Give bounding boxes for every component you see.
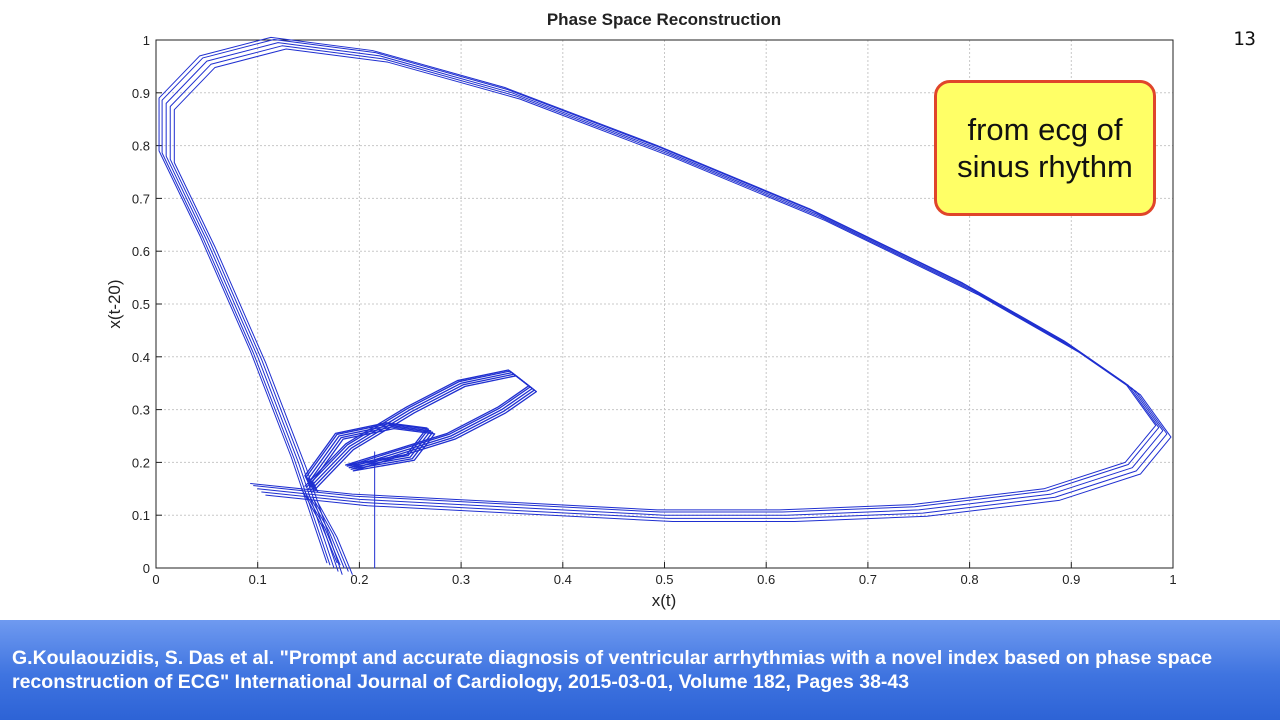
- series-line-0: [158, 36, 1157, 564]
- x-tick-label: 0.1: [249, 572, 267, 587]
- series-line-1: [309, 373, 535, 492]
- x-tick-label: 1: [1169, 572, 1176, 587]
- y-tick-label: 0.8: [132, 139, 150, 154]
- series-line-1: [307, 371, 533, 490]
- x-tick-label: 0.5: [655, 572, 673, 587]
- x-tick-label: 0.4: [554, 572, 572, 587]
- series-line-1: [305, 370, 531, 488]
- series-line-0: [169, 45, 1168, 572]
- y-tick-label: 0.9: [132, 86, 150, 101]
- y-tick-label: 0: [143, 561, 150, 576]
- x-tick-label: 0.7: [859, 572, 877, 587]
- phase-space-chart: Phase Space Reconstruction 0 0.1 0.2 0.3 0.4…: [105, 10, 1177, 610]
- citation-text: G.Koulaouzidis, S. Das et al. "Prompt an…: [12, 647, 1213, 693]
- series-line-0: [173, 48, 1172, 575]
- callout-text: from ecg of sinus rhythm: [957, 111, 1133, 184]
- y-axis-label: x(t-20): [105, 279, 124, 328]
- series-line-1: [311, 375, 538, 493]
- callout-box: from ecg of sinus rhythm: [934, 80, 1156, 216]
- series-line-1: [304, 369, 530, 487]
- tick-labels: 0 0.1 0.2 0.3 0.4 0.5 0.6 0.7 0.8 0.9 1 0 0.1 0.2 0.3 0…: [132, 33, 1177, 587]
- y-tick-label: 0.3: [132, 403, 150, 418]
- citation-footer: G.Koulaouzidis, S. Das et al. "Prompt an…: [0, 620, 1280, 720]
- x-tick-label: 0.9: [1062, 572, 1080, 587]
- page-number: 13: [1233, 28, 1256, 50]
- x-tick-label: 0.2: [350, 572, 368, 587]
- x-tick-label: 0.3: [452, 572, 470, 587]
- y-tick-label: 0.4: [132, 350, 150, 365]
- chart-title: Phase Space Reconstruction: [547, 10, 781, 29]
- y-tick-label: 1: [143, 33, 150, 48]
- series: [158, 36, 1172, 575]
- y-tick-label: 0.2: [132, 455, 150, 470]
- y-tick-label: 0.6: [132, 244, 150, 259]
- y-tick-label: 0.1: [132, 508, 150, 523]
- x-axis-label: x(t): [652, 591, 677, 610]
- x-tick-label: 0.8: [961, 572, 979, 587]
- y-tick-label: 0.5: [132, 297, 150, 312]
- y-tick-label: 0.7: [132, 191, 150, 206]
- x-tick-label: 0: [152, 572, 159, 587]
- x-tick-label: 0.6: [757, 572, 775, 587]
